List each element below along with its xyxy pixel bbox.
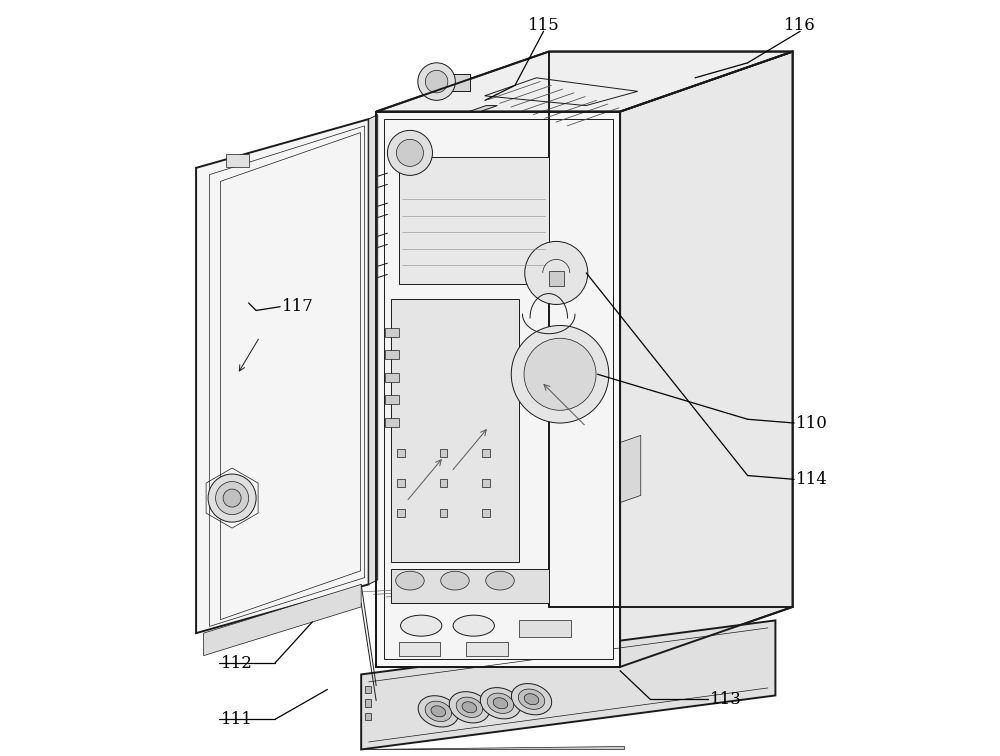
Polygon shape <box>469 106 497 112</box>
Circle shape <box>223 489 241 507</box>
Ellipse shape <box>462 702 477 713</box>
Ellipse shape <box>518 689 545 709</box>
Text: 115: 115 <box>528 17 559 34</box>
Ellipse shape <box>396 572 424 590</box>
Polygon shape <box>376 112 620 667</box>
Ellipse shape <box>524 694 539 705</box>
Circle shape <box>396 139 423 166</box>
Ellipse shape <box>449 692 490 723</box>
Circle shape <box>525 241 588 305</box>
Ellipse shape <box>441 572 469 590</box>
Ellipse shape <box>486 572 514 590</box>
Bar <box>397 479 405 487</box>
Polygon shape <box>196 119 369 634</box>
Text: 114: 114 <box>796 471 828 488</box>
Ellipse shape <box>401 615 442 636</box>
Text: 112: 112 <box>221 655 253 671</box>
Text: 111: 111 <box>221 711 253 728</box>
Polygon shape <box>369 115 378 584</box>
Ellipse shape <box>418 696 458 727</box>
Text: 117: 117 <box>282 298 314 315</box>
Bar <box>440 449 447 457</box>
Bar <box>385 373 399 382</box>
Polygon shape <box>399 156 549 284</box>
Polygon shape <box>620 51 793 667</box>
Bar <box>397 449 405 457</box>
Bar <box>519 621 571 637</box>
Polygon shape <box>361 621 775 749</box>
Ellipse shape <box>453 615 494 636</box>
Circle shape <box>216 482 249 515</box>
Bar <box>385 350 399 359</box>
Bar <box>440 510 447 517</box>
Bar <box>397 510 405 517</box>
Polygon shape <box>376 51 793 112</box>
Polygon shape <box>620 435 641 503</box>
Circle shape <box>387 130 432 175</box>
Bar <box>385 395 399 404</box>
Bar <box>385 418 399 427</box>
Polygon shape <box>361 745 624 749</box>
Bar <box>399 642 440 655</box>
Circle shape <box>425 70 448 93</box>
Circle shape <box>418 63 455 101</box>
Bar <box>365 686 371 693</box>
Ellipse shape <box>425 701 452 721</box>
Bar <box>365 713 371 720</box>
Bar <box>385 327 399 336</box>
Bar <box>449 74 470 91</box>
Circle shape <box>208 474 256 522</box>
Ellipse shape <box>511 683 552 715</box>
Ellipse shape <box>480 688 521 719</box>
Ellipse shape <box>493 698 508 709</box>
Polygon shape <box>226 154 249 167</box>
Polygon shape <box>391 299 519 562</box>
Bar <box>365 699 371 707</box>
Bar <box>482 479 490 487</box>
Bar <box>466 642 508 655</box>
Circle shape <box>524 338 596 411</box>
Bar <box>482 510 490 517</box>
Polygon shape <box>384 119 613 659</box>
Text: 110: 110 <box>796 414 828 432</box>
Bar <box>482 449 490 457</box>
Polygon shape <box>391 569 549 603</box>
Text: 113: 113 <box>710 691 742 708</box>
Ellipse shape <box>431 706 446 717</box>
Text: 116: 116 <box>784 17 816 34</box>
Ellipse shape <box>456 697 483 717</box>
Bar <box>549 271 564 287</box>
Ellipse shape <box>487 693 514 714</box>
Polygon shape <box>204 584 361 655</box>
Bar <box>440 479 447 487</box>
Circle shape <box>511 326 609 423</box>
